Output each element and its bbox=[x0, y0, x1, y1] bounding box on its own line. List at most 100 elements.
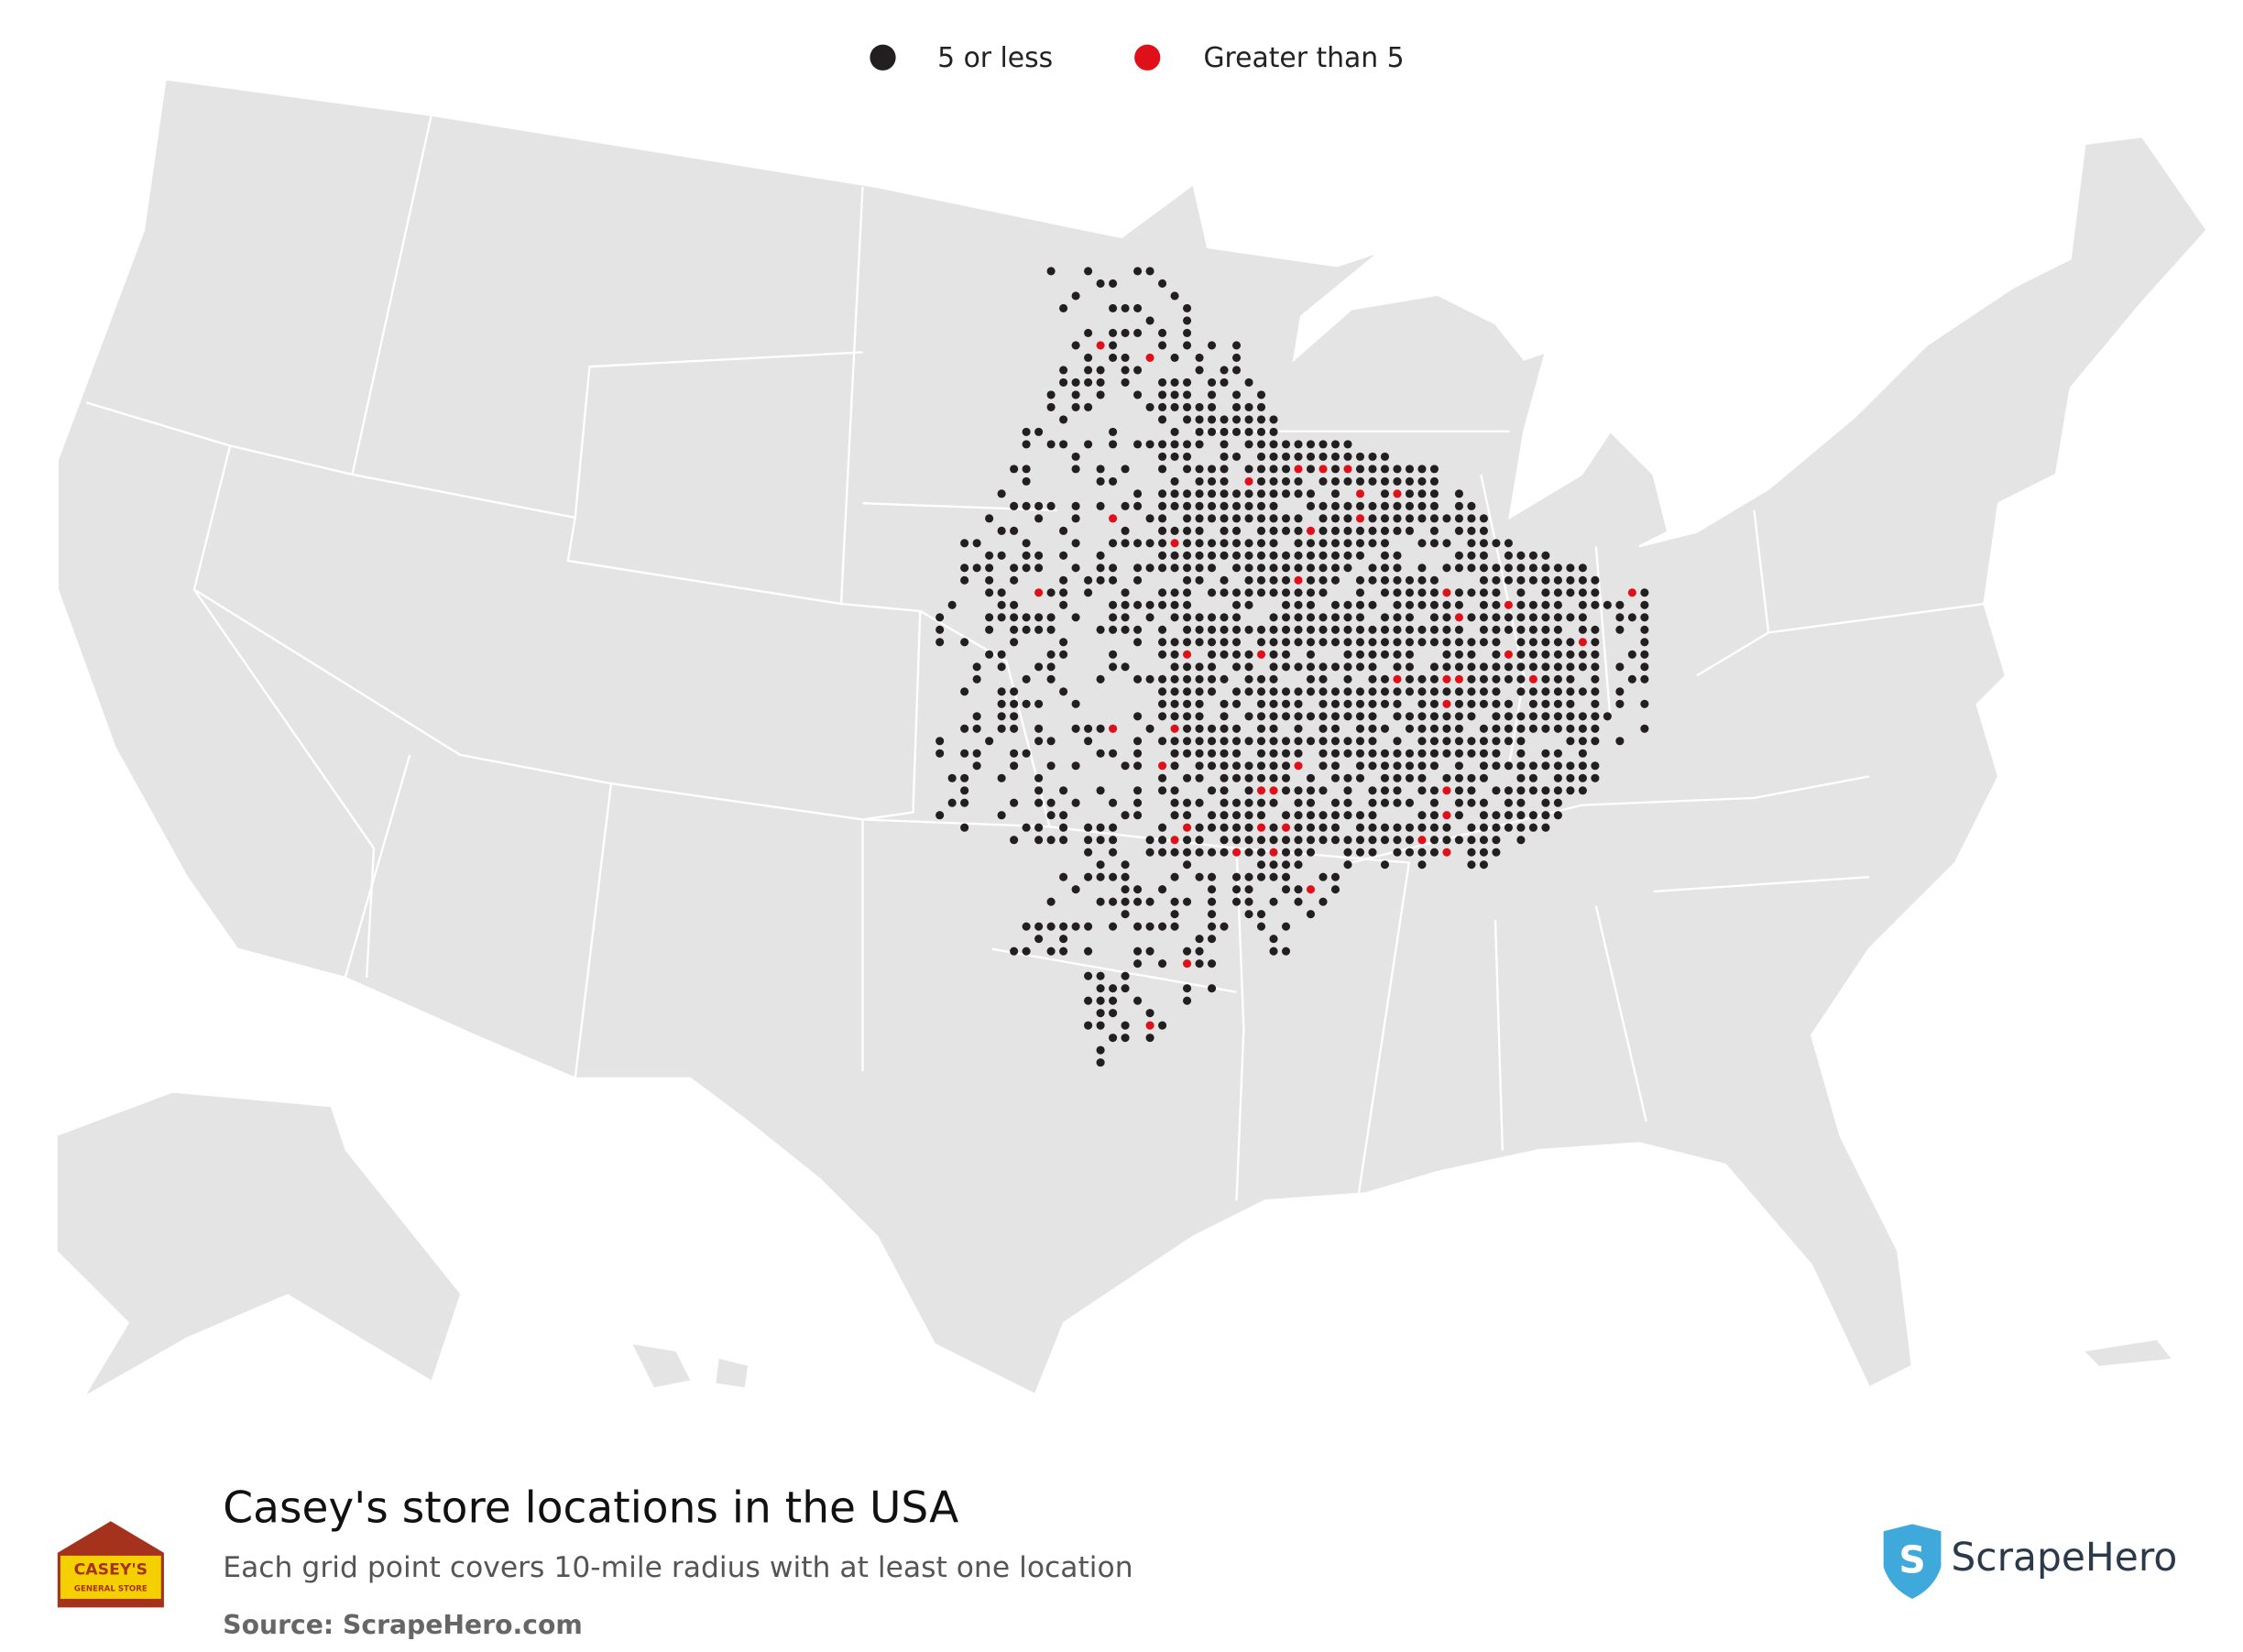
store-dot bbox=[1405, 501, 1415, 510]
store-dot bbox=[1343, 613, 1352, 622]
store-dot bbox=[1121, 588, 1130, 597]
store-dot bbox=[1244, 687, 1253, 696]
store-dot bbox=[1479, 588, 1488, 597]
store-dot bbox=[997, 662, 1006, 672]
store-dot bbox=[1492, 761, 1501, 771]
store-dot bbox=[1591, 773, 1600, 782]
store-dot bbox=[1318, 514, 1328, 523]
store-dot bbox=[1133, 798, 1143, 807]
store-dot bbox=[1355, 501, 1365, 510]
store-dot bbox=[1393, 551, 1402, 560]
store-dot bbox=[1553, 650, 1562, 659]
store-dot bbox=[1566, 575, 1575, 585]
store-dot bbox=[1442, 749, 1451, 758]
legend: 5 or less Greater than 5 bbox=[870, 42, 1405, 74]
store-dot bbox=[1368, 724, 1377, 733]
logo-tagline: GENERAL STORE bbox=[74, 1584, 148, 1593]
store-dot bbox=[1133, 489, 1143, 498]
store-dot bbox=[1195, 761, 1204, 771]
store-dot bbox=[1034, 699, 1044, 708]
store-dot bbox=[1318, 575, 1328, 585]
store-dot bbox=[1578, 662, 1587, 672]
store-dot bbox=[1034, 427, 1044, 436]
store-dot bbox=[947, 600, 957, 609]
store-dot bbox=[1109, 563, 1118, 573]
store-dot bbox=[1442, 674, 1451, 684]
store-dot bbox=[1158, 737, 1167, 746]
store-dot bbox=[1158, 465, 1167, 474]
store-dot bbox=[1393, 674, 1402, 684]
store-dot bbox=[1306, 885, 1316, 894]
store-dot bbox=[1034, 563, 1044, 573]
store-dot bbox=[1220, 922, 1229, 931]
store-dot bbox=[1269, 848, 1278, 857]
store-dot bbox=[1306, 613, 1316, 622]
store-dot bbox=[1528, 551, 1537, 560]
store-dot bbox=[1195, 699, 1204, 708]
store-dot bbox=[1318, 625, 1328, 634]
store-dot bbox=[1442, 662, 1451, 672]
store-dot bbox=[1615, 687, 1625, 696]
store-dot bbox=[1479, 613, 1488, 622]
store-dot bbox=[1343, 860, 1352, 870]
store-dot bbox=[1393, 563, 1402, 573]
store-dot bbox=[960, 638, 969, 647]
store-dot bbox=[1269, 465, 1278, 474]
store-dot bbox=[1195, 773, 1204, 782]
store-dot bbox=[1479, 848, 1488, 857]
store-dot bbox=[1380, 724, 1390, 733]
store-dot bbox=[1220, 798, 1229, 807]
store-dot bbox=[1183, 811, 1192, 820]
store-dot bbox=[1504, 724, 1513, 733]
store-dot bbox=[1516, 674, 1526, 684]
store-dot bbox=[1454, 551, 1463, 560]
store-dot bbox=[1294, 786, 1303, 795]
store-dot bbox=[1170, 872, 1179, 881]
store-dot bbox=[1405, 650, 1415, 659]
store-dot bbox=[1022, 465, 1031, 474]
store-dot bbox=[1417, 773, 1427, 782]
store-dot bbox=[1207, 613, 1217, 622]
store-dot bbox=[1109, 328, 1118, 337]
store-dot bbox=[1244, 761, 1253, 771]
store-dot bbox=[1096, 724, 1105, 733]
store-dot bbox=[1343, 699, 1352, 708]
store-dot bbox=[1330, 575, 1340, 585]
store-dot bbox=[1170, 674, 1179, 684]
store-dot bbox=[1010, 638, 1019, 647]
store-dot bbox=[1442, 724, 1451, 733]
store-dot bbox=[1183, 798, 1192, 807]
store-dot bbox=[1059, 526, 1068, 535]
store-dot bbox=[997, 773, 1006, 782]
store-dot bbox=[1294, 761, 1303, 771]
store-dot bbox=[1133, 786, 1143, 795]
store-dot bbox=[1442, 588, 1451, 597]
store-dot bbox=[1096, 575, 1105, 585]
store-dot bbox=[1022, 613, 1031, 622]
store-dot bbox=[1355, 749, 1365, 758]
store-dot bbox=[1553, 699, 1562, 708]
store-dot bbox=[1207, 910, 1217, 919]
store-dot bbox=[1566, 563, 1575, 573]
store-dot bbox=[1145, 613, 1154, 622]
store-dot bbox=[1195, 353, 1204, 362]
store-dot bbox=[1281, 638, 1291, 647]
store-dot bbox=[1220, 749, 1229, 758]
store-dot bbox=[1417, 539, 1427, 548]
store-dot bbox=[1133, 885, 1143, 894]
store-dot bbox=[1578, 563, 1587, 573]
store-dot bbox=[1244, 910, 1253, 919]
store-dot bbox=[1183, 773, 1192, 782]
store-dot bbox=[1046, 267, 1056, 276]
store-dot bbox=[1183, 501, 1192, 510]
store-dot bbox=[1330, 539, 1340, 548]
store-dot bbox=[1368, 836, 1377, 845]
store-dot bbox=[1492, 823, 1501, 832]
store-dot bbox=[1405, 749, 1415, 758]
store-dot bbox=[1183, 662, 1192, 672]
store-dot bbox=[1318, 687, 1328, 696]
store-dot bbox=[972, 563, 981, 573]
store-dot bbox=[1393, 662, 1402, 672]
store-dot bbox=[1368, 798, 1377, 807]
store-dot bbox=[1294, 737, 1303, 746]
